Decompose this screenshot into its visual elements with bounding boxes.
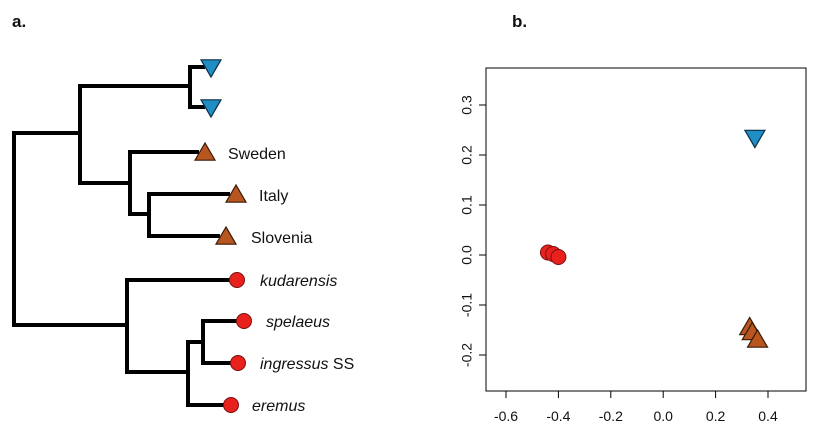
y-tick-label: 0.3 (459, 95, 475, 115)
tree-tip-markers (193, 59, 252, 413)
y-tick-label: 0.0 (459, 245, 475, 265)
tip-label: Italy (259, 188, 288, 205)
tip-marker-triangle-down (199, 59, 223, 79)
scatter-point-triangle-down (743, 129, 766, 149)
tip-label: kudarensis (260, 273, 337, 290)
tip-marker-circle (229, 272, 245, 288)
tip-marker-triangle-up (224, 183, 248, 203)
x-tick-label: 0.0 (653, 408, 673, 424)
panel-b-label: b. (512, 12, 528, 31)
x-tick-label: -0.2 (599, 408, 623, 424)
y-axis: 0.3 0.2 0.1 0.0 -0.1 -0.2 (459, 95, 487, 367)
x-tick-label: -0.6 (494, 408, 518, 424)
y-tick-label: -0.2 (459, 343, 475, 367)
tip-marker-triangle-up (193, 141, 217, 161)
x-tick-label: 0.4 (758, 408, 778, 424)
scatter-point-triangle-up (746, 328, 769, 348)
tip-marker-circle (230, 355, 246, 371)
tip-marker-circle (223, 397, 239, 413)
x-axis: -0.6 -0.4 -0.2 0.0 0.2 0.4 (494, 390, 778, 424)
panel-a-label: a. (12, 12, 27, 31)
tip-label: spelaeus (266, 314, 330, 331)
x-tick-label: 0.2 (706, 408, 726, 424)
scatter-points (539, 129, 769, 348)
tip-label: Sweden (228, 146, 286, 163)
tip-marker-triangle-up (214, 225, 238, 245)
x-tick-label: -0.4 (546, 408, 570, 424)
scatter-point-circle (550, 249, 567, 265)
y-tick-label: -0.1 (459, 293, 475, 317)
tip-label: eremus (252, 398, 305, 415)
tip-label: ingressus SS (260, 356, 354, 373)
tip-label: Slovenia (251, 230, 312, 247)
y-tick-label: 0.1 (459, 195, 475, 215)
tree-branches (12, 65, 240, 407)
tip-marker-circle (236, 313, 252, 329)
y-tick-label: 0.2 (459, 145, 475, 165)
tree-tip-labels: Sweden Italy Slovenia kudarensis spelaeus ing… (228, 146, 354, 415)
tip-marker-triangle-down (199, 99, 223, 119)
